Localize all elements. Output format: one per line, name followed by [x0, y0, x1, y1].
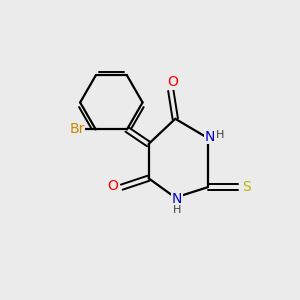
Text: H: H [216, 130, 225, 140]
Text: S: S [242, 180, 251, 194]
Text: N: N [172, 192, 182, 206]
Text: O: O [107, 179, 118, 193]
Text: Br: Br [69, 122, 85, 136]
Text: O: O [167, 75, 178, 89]
Text: H: H [172, 205, 181, 215]
Text: N: N [204, 130, 214, 144]
